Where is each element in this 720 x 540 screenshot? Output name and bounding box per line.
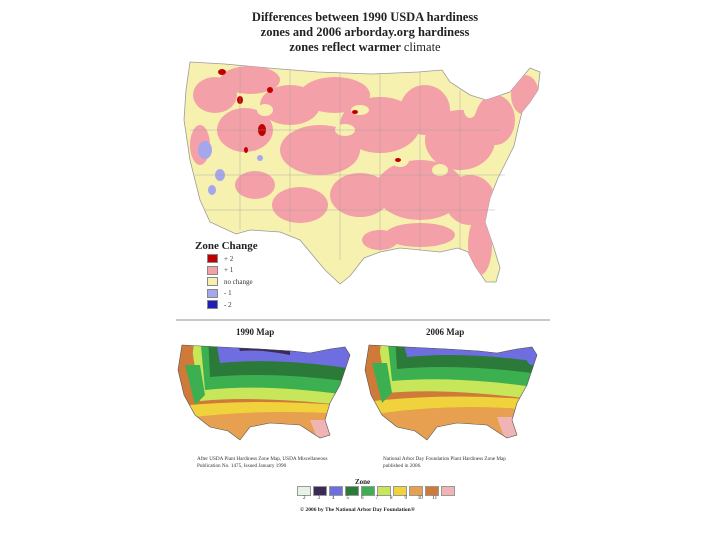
zone-change-map — [183, 61, 541, 285]
map-2006-credit: National Arbor Day Foundation Plant Hard… — [383, 456, 506, 469]
legend-item: - 1 — [207, 288, 253, 299]
zone-label: 5 — [346, 496, 350, 501]
legend-label: - 1 — [224, 289, 232, 297]
legend-swatch — [207, 277, 218, 286]
legend-title: Zone Change — [195, 240, 258, 252]
state-borders — [190, 66, 505, 260]
legend-item: + 1 — [207, 265, 253, 276]
zone-swatch — [425, 486, 439, 496]
map-1990-credit: After USDA Plant Hardiness Zone Map, USD… — [197, 456, 328, 469]
title-line-2: zones and 2006 arborday.org hardiness — [260, 25, 470, 39]
copyright-text: © 2006 by The National Arbor Day Foundat… — [300, 507, 415, 513]
zone-change-legend: + 2 + 1 no change - 1 - 2 — [207, 253, 253, 311]
legend-swatch — [207, 288, 218, 298]
zone-swatch — [361, 486, 375, 496]
zone-swatch — [377, 486, 391, 496]
zone-swatch — [297, 486, 311, 496]
zone-label: 10 — [417, 496, 423, 501]
map-2006-title: 2006 Map — [426, 327, 465, 337]
zone-scale-swatches — [297, 486, 457, 496]
zone-label: 3 — [317, 496, 321, 501]
hardiness-maps — [177, 344, 538, 441]
legend-swatch — [207, 265, 218, 275]
zone-swatch — [329, 486, 343, 496]
legend-label: no change — [224, 277, 253, 286]
zone-label: 6 — [361, 496, 364, 501]
zone-label: 4 — [332, 496, 335, 501]
legend-label: - 2 — [224, 300, 232, 309]
map-1990 — [178, 345, 350, 440]
section-divider — [176, 319, 550, 321]
legend-label: + 2 — [224, 254, 234, 263]
legend-swatch — [207, 300, 218, 309]
main-title: Differences between 1990 USDA hardiness … — [220, 10, 510, 55]
zone-label: 8 — [390, 496, 393, 501]
map-2006 — [365, 345, 537, 440]
zone-label: 2 — [303, 496, 306, 501]
zone-label: 11 — [432, 496, 438, 501]
zone-swatch — [409, 486, 423, 496]
zone-scale-title: Zone — [355, 478, 371, 486]
map-1990-title: 1990 Map — [236, 327, 275, 337]
title-line-1: Differences between 1990 USDA hardiness — [251, 10, 479, 24]
zone-label: 7 — [375, 496, 379, 501]
zone-swatch — [441, 486, 455, 496]
zone-scale-labels: 2 3 4 5 6 7 8 9 10 11 — [297, 496, 442, 501]
title-line-3: zones reflect warmer climate — [289, 40, 441, 54]
legend-item: - 2 — [207, 299, 253, 310]
legend-label: + 1 — [224, 266, 234, 274]
zone-label: 9 — [404, 496, 408, 501]
zone-swatch — [313, 486, 327, 496]
legend-item: no change — [207, 276, 253, 287]
zone-swatch — [393, 486, 407, 496]
legend-item: + 2 — [207, 253, 253, 264]
zone-swatch — [345, 486, 359, 496]
legend-swatch — [207, 254, 218, 263]
